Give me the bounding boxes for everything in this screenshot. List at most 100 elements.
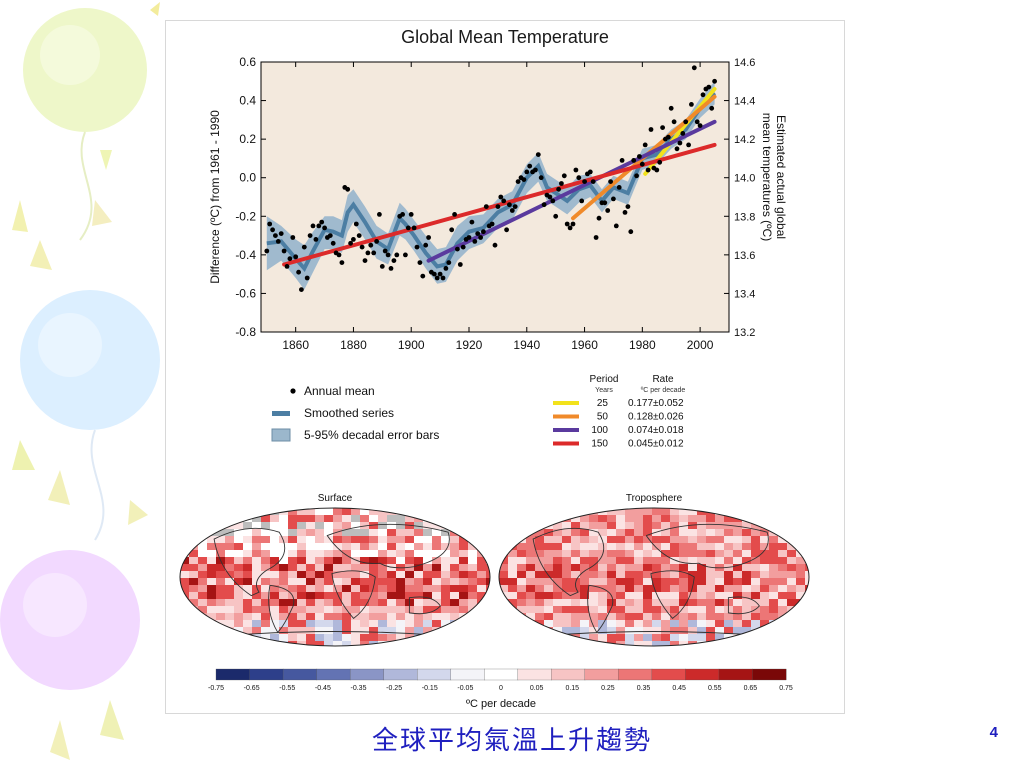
- annual-mean-point: [405, 225, 411, 231]
- colorbar-cell: [484, 668, 519, 681]
- temperature-chart: 1860 1880 1900 1920 1940 1960 1980 2000 -0.8 -0.6…: [179, 55, 810, 710]
- annual-mean-point: [293, 254, 299, 260]
- map-border-surface: [179, 507, 491, 647]
- y-tick-label: 0.2: [239, 132, 256, 146]
- trend-legend-swatch-25: [553, 401, 579, 405]
- annual-mean-point: [648, 127, 654, 132]
- annual-mean-point: [587, 169, 593, 175]
- annual-mean-point: [674, 146, 680, 152]
- annual-mean-point: [446, 260, 452, 265]
- annual-mean-point: [408, 212, 414, 217]
- chart-title: Global Mean Temperature: [401, 27, 609, 47]
- annual-mean-point: [414, 244, 420, 250]
- annual-mean-point: [388, 266, 394, 271]
- annual-mean-point: [336, 252, 342, 258]
- colorbar-tick-label: -0.75: [208, 685, 224, 692]
- annual-mean-point: [527, 163, 533, 169]
- annual-mean-point: [680, 131, 686, 136]
- annual-mean-point: [391, 258, 397, 263]
- legend-annual-mean: Annual mean: [304, 384, 375, 398]
- y2-axis-label-line1: Estimated actual global: [774, 115, 788, 239]
- continent-outline: [650, 570, 695, 620]
- annual-mean-point: [475, 231, 481, 237]
- annual-mean-point: [645, 167, 651, 173]
- colorbar-tick-label: 0.65: [744, 685, 758, 692]
- trend-period-100: 100: [591, 425, 608, 436]
- annual-mean-point: [287, 256, 293, 262]
- annual-mean-point: [365, 250, 371, 256]
- annual-mean-point: [307, 233, 313, 239]
- colorbar-cell: [752, 668, 787, 681]
- colorbar-tick-label: 0.35: [637, 685, 651, 692]
- annual-mean-point: [561, 173, 567, 179]
- colorbar-cell: [651, 668, 686, 681]
- annual-mean-point: [521, 177, 527, 183]
- annual-mean-point: [495, 204, 501, 210]
- annual-mean-point: [533, 167, 538, 173]
- colorbar-tick-label: -0.55: [279, 685, 295, 692]
- x-tick-label: 1980: [629, 338, 656, 352]
- annual-mean-point: [559, 181, 564, 186]
- annual-mean-point: [322, 225, 327, 231]
- annual-mean-point: [310, 223, 316, 229]
- annual-mean-point: [483, 204, 489, 210]
- trend-legend-swatch-100: [553, 428, 579, 432]
- annual-mean-point: [697, 123, 703, 128]
- legend-smoothed-series: Smoothed series: [304, 406, 394, 420]
- annual-mean-point: [434, 275, 440, 281]
- annual-mean-point: [694, 119, 700, 125]
- annual-mean-point: [683, 119, 689, 125]
- annual-mean-point: [423, 242, 429, 248]
- annual-mean-point: [275, 239, 281, 244]
- colorbar-tick-label: 0: [499, 685, 503, 692]
- annual-mean-point: [371, 250, 377, 256]
- annual-mean-point: [400, 212, 405, 217]
- map-cells-troposphere: [499, 508, 809, 646]
- y2-tick-label: 13.8: [734, 211, 755, 223]
- annual-mean-point: [654, 167, 660, 173]
- colorbar-cell: [450, 668, 485, 681]
- annual-mean-point: [281, 248, 287, 254]
- annual-mean-point: [394, 252, 400, 258]
- annual-mean-point: [377, 212, 382, 217]
- annual-mean-point: [359, 244, 365, 250]
- trend-header-period-sub: Years: [595, 387, 613, 394]
- map-border-troposphere: [498, 507, 810, 647]
- x-tick-label: 1920: [456, 338, 483, 352]
- colorbar-tick-label: 0.55: [708, 685, 722, 692]
- annual-mean-point: [374, 239, 379, 244]
- annual-mean-point: [437, 271, 443, 277]
- annual-mean-point: [385, 252, 391, 258]
- annual-mean-point: [270, 227, 275, 233]
- y-tick-label: -0.2: [235, 209, 256, 223]
- colorbar-tick-label: 0.75: [779, 685, 793, 692]
- map-title-troposphere: Troposphere: [626, 493, 683, 504]
- annual-mean-point: [330, 240, 336, 246]
- annual-mean-point: [642, 142, 648, 148]
- annual-mean-point: [611, 196, 616, 202]
- annual-mean-point: [345, 186, 351, 192]
- trend-legend-swatch-150: [553, 441, 579, 446]
- annual-mean-point: [564, 221, 570, 227]
- annual-mean-point: [515, 179, 521, 185]
- colorbar-label: ºC per decade: [466, 698, 536, 710]
- colorbar-cell: [383, 668, 418, 681]
- x-tick-label: 1960: [571, 338, 598, 352]
- annual-mean-point: [634, 173, 639, 179]
- x-tick-label: 1940: [513, 338, 540, 352]
- annual-mean-point: [622, 210, 628, 215]
- colorbar-cell: [618, 668, 653, 681]
- annual-mean-point: [567, 225, 573, 231]
- colorbar-tick-label: -0.35: [351, 685, 367, 692]
- annual-mean-point: [550, 198, 556, 204]
- annual-mean-point: [478, 235, 483, 240]
- annual-mean-point: [348, 240, 353, 246]
- figure-frame: Global Mean Temperature 1860 1880 1900 1920…: [165, 20, 845, 714]
- annual-mean-point: [267, 221, 273, 227]
- annual-mean-point: [313, 237, 319, 242]
- colorbar-cell: [718, 668, 753, 681]
- trend-line-100: [426, 119, 717, 263]
- annual-mean-point: [671, 119, 677, 125]
- map-title-surface: Surface: [318, 493, 353, 504]
- y2-tick-label: 14.0: [734, 173, 755, 185]
